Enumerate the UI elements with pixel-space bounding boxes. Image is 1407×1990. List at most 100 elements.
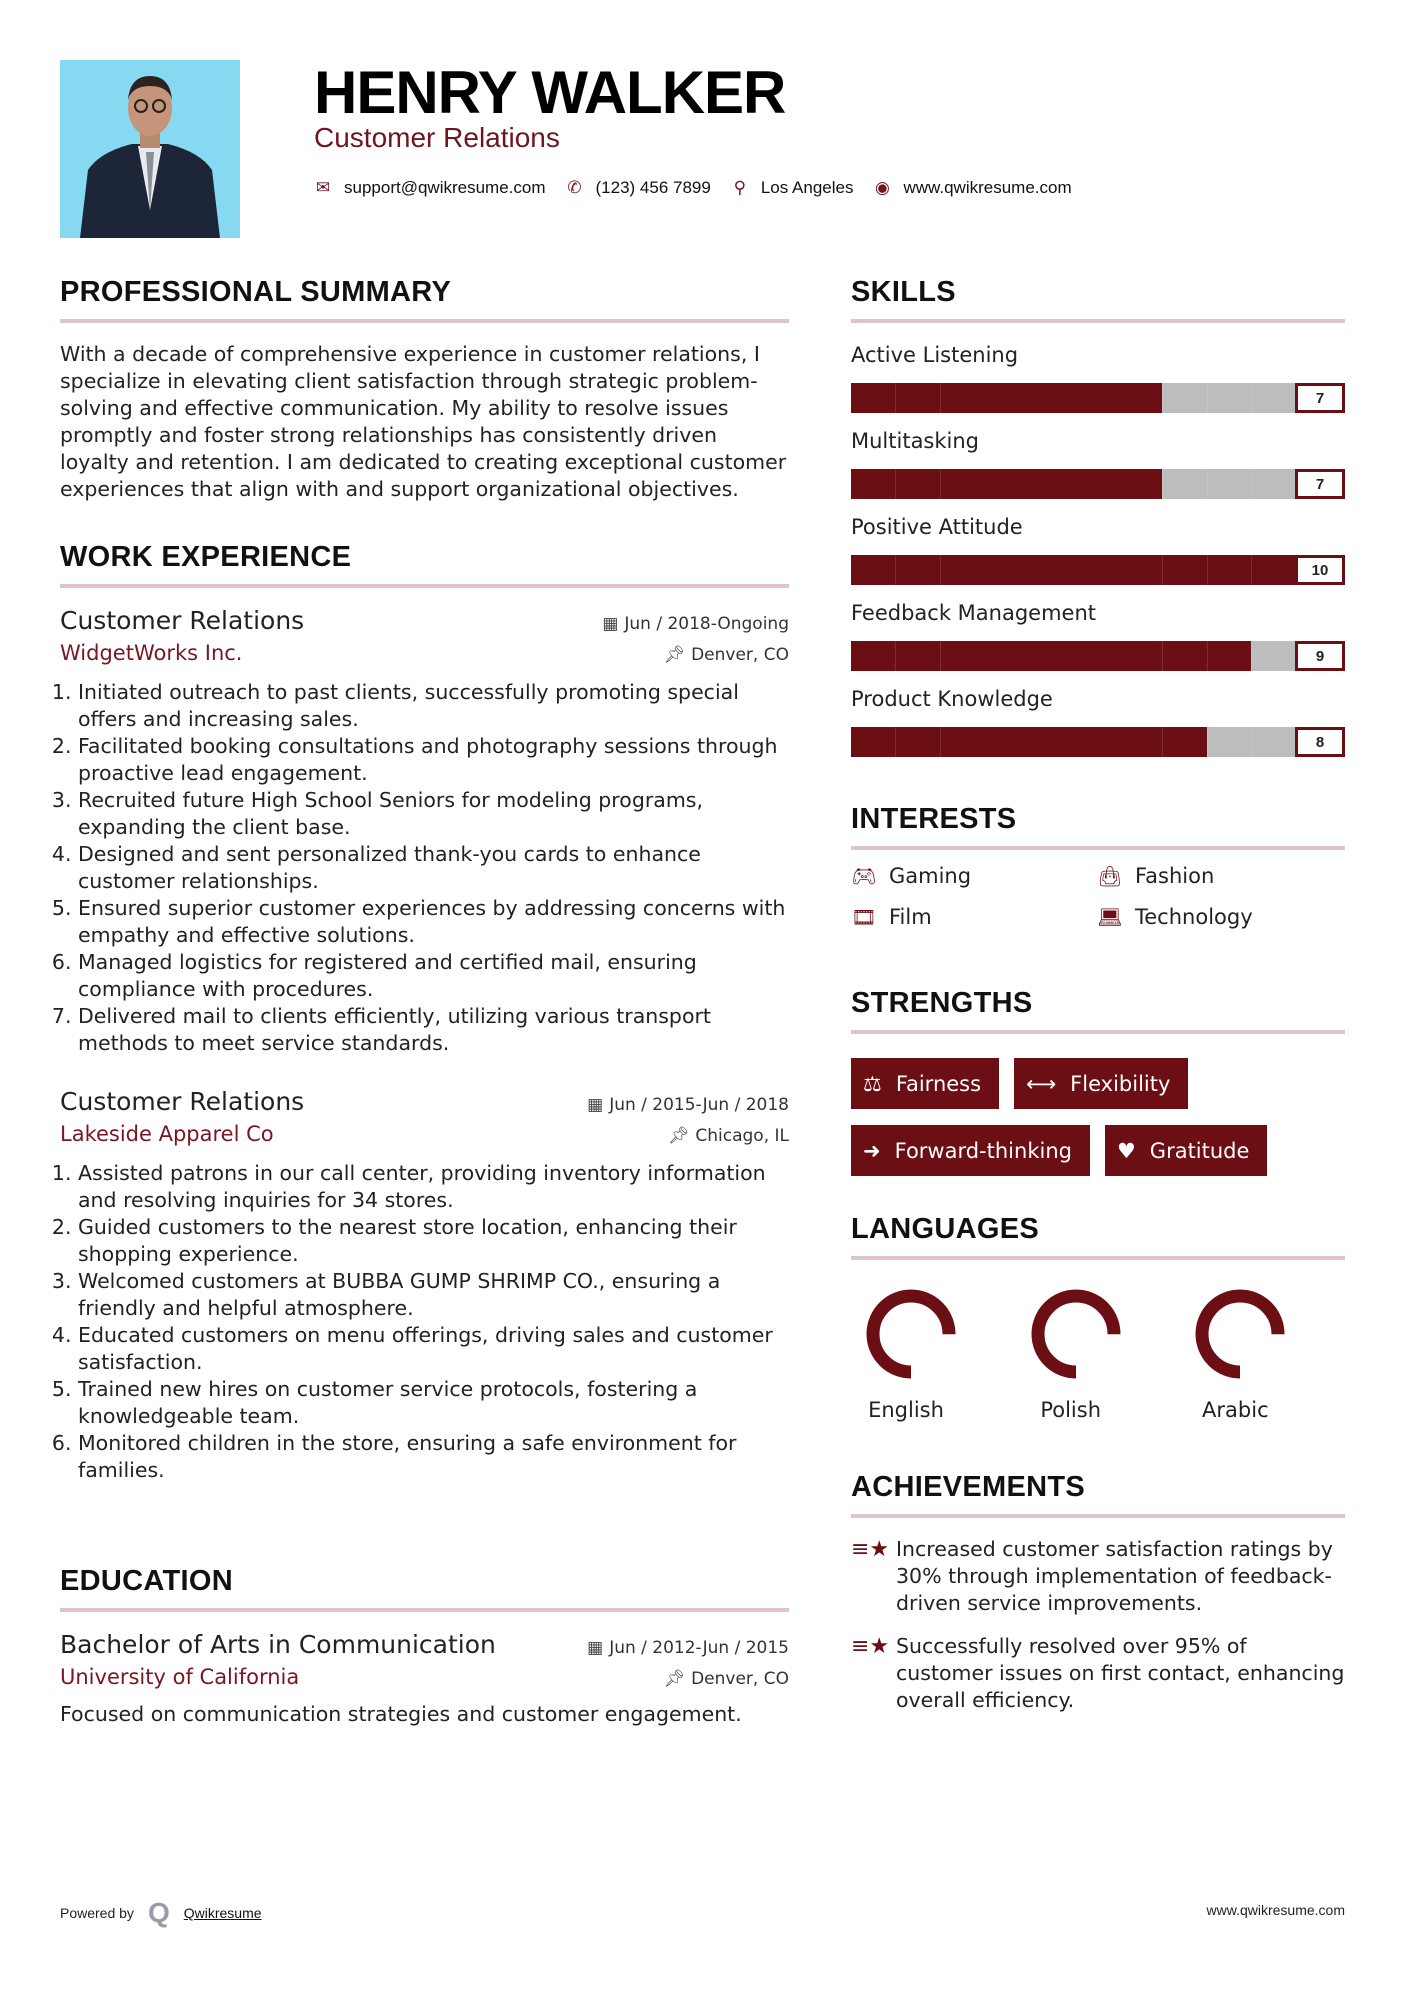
job-header: Customer Relations ▦ Jun / 2018-Ongoing — [60, 606, 789, 635]
profile-photo — [60, 60, 240, 238]
shopping-bag-icon: 👜︎ — [1097, 864, 1123, 888]
skill-bar: 7 — [851, 383, 1345, 413]
qwikresume-link[interactable]: Qwikresume — [183, 1905, 262, 1921]
skill-label: Product Knowledge — [851, 687, 1053, 711]
divider — [851, 1256, 1345, 1260]
qwikresume-logo-icon: Q — [147, 1897, 170, 1928]
language-name: Polish — [1040, 1398, 1102, 1422]
skill-bar-divider — [1162, 727, 1164, 757]
interest-label: Gaming — [889, 864, 972, 888]
strength-badge: ⟷ Flexibility — [1014, 1058, 1189, 1109]
language-level-ring — [1195, 1289, 1285, 1379]
job-list: Customer Relations ▦ Jun / 2018-Ongoing Wid… — [60, 606, 789, 1484]
job-subheader: WidgetWorks Inc. 📌︎ Denver, CO — [60, 641, 789, 665]
degree: Bachelor of Arts in Communication — [60, 1630, 496, 1659]
language-level-arc — [866, 1289, 956, 1379]
skill-bar-divider — [1206, 469, 1208, 499]
achievement-text: Increased customer satisfaction ratings … — [896, 1537, 1333, 1615]
language-level-ring — [866, 1289, 956, 1379]
strength-label: Flexibility — [1070, 1071, 1171, 1096]
calendar-icon: ▦ — [602, 614, 619, 634]
language-level-arc — [1195, 1289, 1285, 1379]
job-entry: Customer Relations ▦ Jun / 2018-Ongoing Wid… — [60, 606, 789, 1057]
job-title: Customer Relations — [60, 1087, 305, 1116]
divider — [60, 319, 789, 323]
skill-bar-divider — [1206, 727, 1208, 757]
skill-bar-divider — [1206, 641, 1208, 671]
star-icon: ≡★ — [851, 1537, 890, 1562]
skill-bar-divider — [1206, 555, 1208, 585]
job-subheader: Lakeside Apparel Co 📌︎ Chicago, IL — [60, 1122, 789, 1146]
language-name: Arabic — [1202, 1398, 1269, 1422]
skill-bar-fill — [851, 555, 1345, 585]
bullet-item: Guided customers to the nearest store lo… — [78, 1214, 789, 1268]
divider — [851, 1030, 1345, 1034]
summary-section: PROFESSIONAL SUMMARY With a decade of co… — [60, 276, 789, 503]
interests-section: INTERESTS 🎮︎ Gaming 👜︎ Fashion 🎞︎ Film 💻︎ Te… — [851, 803, 1345, 929]
skill-level-value: 7 — [1295, 469, 1345, 499]
achievements-section: ACHIEVEMENTS ≡★ Increased customer satisf… — [851, 1471, 1345, 1714]
job-bullets: Assisted patrons in our call center, pro… — [60, 1160, 789, 1484]
skill-bar-divider — [1206, 383, 1208, 413]
contact-website[interactable]: www.qwikresume.com — [903, 178, 1072, 197]
strength-label: Forward-thinking — [894, 1138, 1072, 1163]
divider — [851, 846, 1345, 850]
interest-label: Technology — [1135, 905, 1253, 929]
strength-badge: ⚖ Fairness — [851, 1058, 1000, 1109]
skill-bar-divider — [895, 727, 897, 757]
skill-bar-divider — [895, 641, 897, 671]
pushpin-icon: 📌︎ — [663, 1669, 686, 1689]
powered-by-label: Powered by — [60, 1905, 134, 1921]
bullet-item: Facilitated booking consultations and ph… — [78, 733, 789, 787]
phone-icon: ✆ — [567, 178, 582, 197]
arrows-h-icon: ⟷ — [1026, 1071, 1057, 1096]
achievement-text: Successfully resolved over 95% of custom… — [896, 1634, 1345, 1712]
skill-bar-fill — [851, 641, 1252, 671]
section-title: INTERESTS — [851, 803, 1017, 835]
skill-bar-divider — [939, 469, 941, 499]
job-location: Chicago, IL — [695, 1126, 789, 1146]
calendar-icon: ▦ — [587, 1095, 604, 1115]
skill-bar-divider — [939, 383, 941, 413]
language-item: Arabic — [1180, 1284, 1345, 1422]
job-entry: Customer Relations ▦ Jun / 2015-Jun / 2018… — [60, 1087, 789, 1484]
bullet-item: Managed logistics for registered and cer… — [78, 949, 789, 1003]
skill-level-value: 10 — [1295, 555, 1345, 585]
education-dates: Jun / 2012-Jun / 2015 — [609, 1638, 789, 1658]
contact-phone: (123) 456 7899 — [595, 178, 711, 197]
languages-section: LANGUAGES English Polish Arabic — [851, 1213, 1345, 1422]
film-icon: 🎞︎ — [851, 905, 877, 929]
job-dates: Jun / 2015-Jun / 2018 — [609, 1095, 789, 1115]
job-location-wrap: 📌︎ Denver, CO — [664, 645, 790, 665]
language-item: English — [851, 1284, 1016, 1422]
skill-bar-divider — [1251, 555, 1253, 585]
section-title: SKILLS — [851, 276, 956, 308]
skill-bar-divider — [1162, 555, 1164, 585]
section-title: LANGUAGES — [851, 1213, 1039, 1245]
skill-bar-divider — [895, 469, 897, 499]
interest-label: Fashion — [1135, 864, 1215, 888]
contact-bar: ✉ support@qwikresume.com ✆ (123) 456 7899 … — [314, 178, 1092, 198]
skill-bar-fill — [851, 727, 1207, 757]
gamepad-icon: 🎮︎ — [851, 864, 877, 888]
achievement-item: ≡★ Increased customer satisfaction rating… — [851, 1536, 1345, 1617]
strength-badge: ♥ Gratitude — [1104, 1125, 1268, 1176]
skill-bar: 10 — [851, 555, 1345, 585]
education-location: Denver, CO — [691, 1669, 789, 1689]
contact-location: Los Angeles — [760, 178, 854, 197]
job-bullets: Initiated outreach to past clients, succ… — [60, 679, 789, 1057]
skill-label: Positive Attitude — [851, 515, 1023, 539]
school: University of California — [60, 1665, 300, 1689]
globe-icon: ◉ — [875, 178, 890, 197]
footer-powered-by: Powered by Q Qwikresume — [60, 1897, 262, 1929]
job-location-wrap: 📌︎ Chicago, IL — [668, 1126, 789, 1146]
skill-bar-divider — [895, 383, 897, 413]
footer-url[interactable]: www.qwikresume.com — [1206, 1902, 1345, 1918]
skill-bar-divider — [1251, 469, 1253, 499]
map-marker-icon: ⚲ — [733, 178, 747, 197]
contact-email[interactable]: support@qwikresume.com — [344, 178, 546, 197]
strength-label: Gratitude — [1149, 1138, 1250, 1163]
interest-item: 💻︎ Technology — [1097, 905, 1343, 929]
strength-label: Fairness — [895, 1071, 982, 1096]
achievement-item: ≡★ Successfully resolved over 95% of cust… — [851, 1633, 1345, 1714]
